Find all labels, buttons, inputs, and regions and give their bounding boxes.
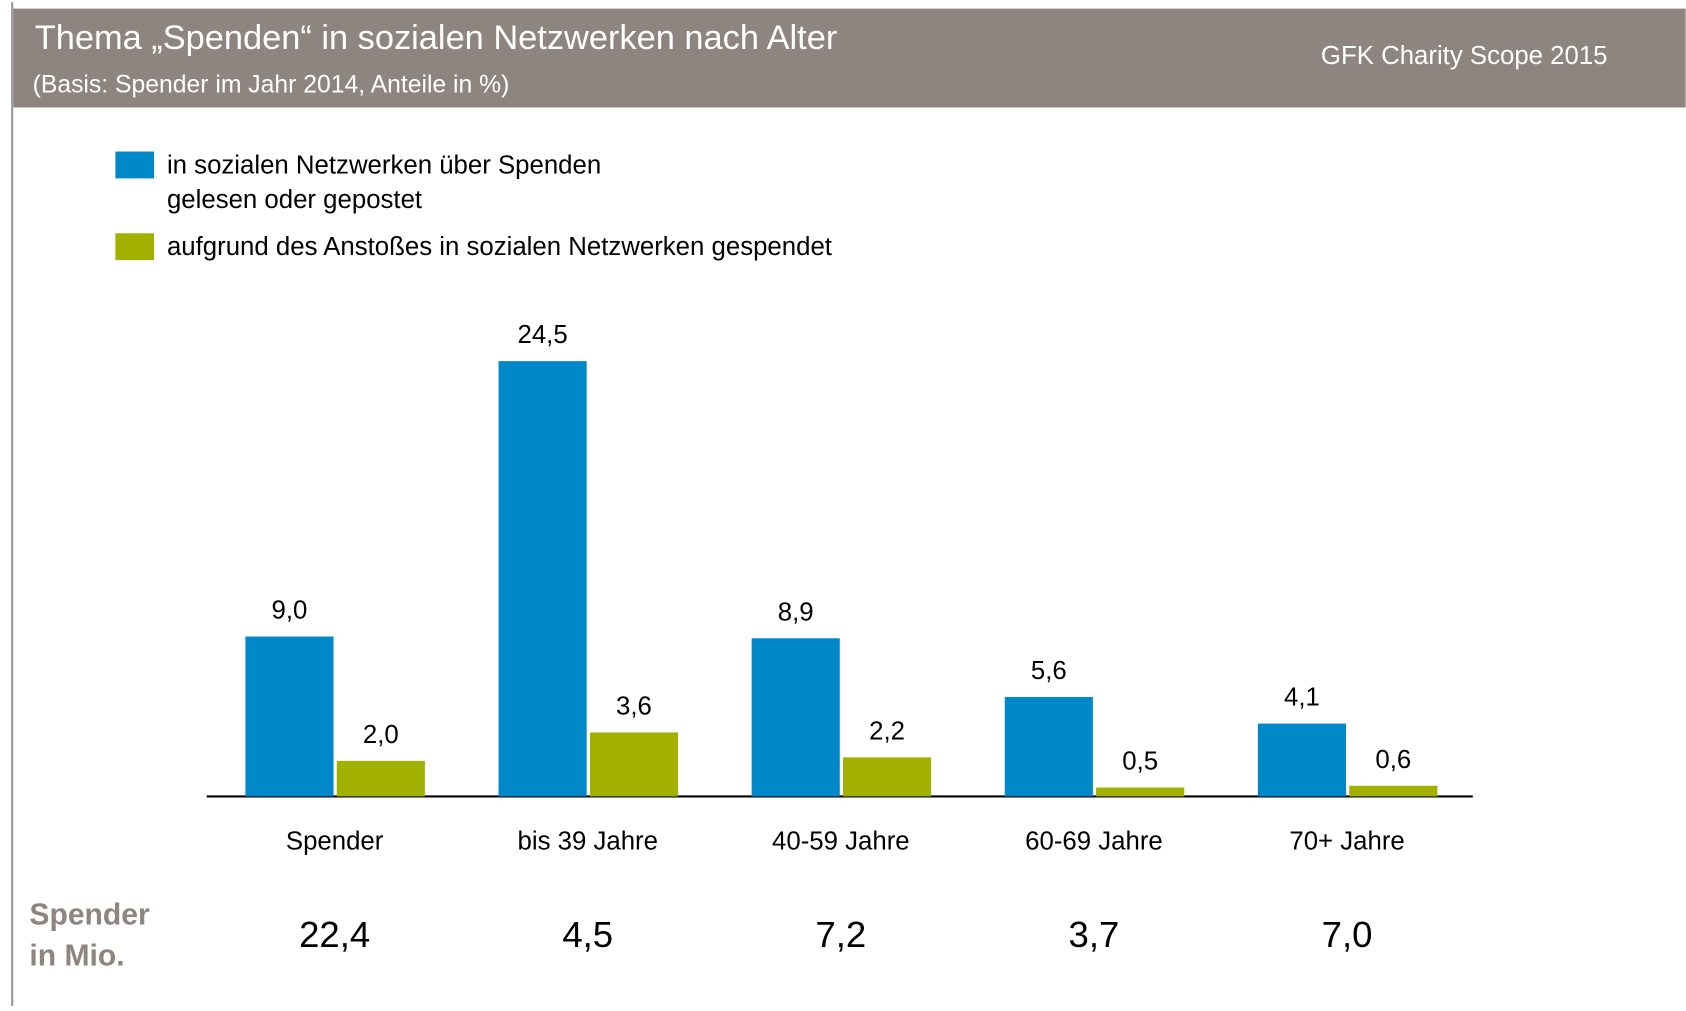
data-label: 8,9: [778, 598, 814, 626]
data-label: 0,5: [1122, 748, 1158, 776]
bar: [245, 636, 334, 797]
legend-label: aufgrund des Anstoßes in sozialen Netzwe…: [167, 233, 832, 261]
legend-line: in sozialen Netzwerken über Spenden: [167, 151, 601, 179]
donor-value: 4,5: [562, 914, 613, 955]
legend-line: gelesen oder gepostet: [167, 186, 422, 214]
donor-value: 22,4: [299, 914, 370, 955]
chart-subtitle: (Basis: Spender im Jahr 2014, Anteile in…: [33, 72, 510, 99]
bar: [1004, 696, 1093, 797]
legend-swatch: [115, 151, 155, 179]
donor-value: 3,7: [1069, 914, 1120, 955]
x-tick-label: Spender: [286, 827, 384, 855]
donor-row-label: in Mio.: [29, 940, 124, 973]
data-label: 2,2: [869, 717, 905, 745]
data-label: 24,5: [518, 321, 568, 349]
bar: [336, 760, 425, 797]
bar: [498, 361, 587, 797]
data-label: 4,1: [1284, 684, 1320, 712]
donor-row-label: Spender: [29, 899, 150, 932]
legend-swatch: [115, 233, 155, 261]
x-tick-label: 70+ Jahre: [1289, 827, 1404, 855]
donor-value: 7,2: [815, 914, 866, 955]
data-label: 3,6: [616, 693, 652, 721]
header-band: [13, 8, 1686, 108]
bar: [751, 638, 840, 797]
bar: [1349, 785, 1438, 797]
bar: [843, 757, 932, 797]
chart-title: Thema „Spenden“ in sozialen Netzwerken n…: [35, 19, 838, 57]
x-tick-label: 60-69 Jahre: [1025, 827, 1163, 855]
x-tick-label: 40-59 Jahre: [772, 827, 910, 855]
donor-value: 7,0: [1322, 914, 1373, 955]
source: GFK Charity Scope 2015: [1321, 42, 1608, 70]
bar: [1257, 723, 1346, 797]
bar: [589, 732, 679, 797]
data-label: 0,6: [1375, 746, 1411, 774]
data-label: 2,0: [363, 721, 399, 749]
data-label: 9,0: [272, 597, 308, 625]
legend-label: in sozialen Netzwerken über Spenden geles…: [167, 151, 601, 213]
bar: [1096, 787, 1185, 797]
x-tick-label: bis 39 Jahre: [518, 827, 658, 855]
data-label: 5,6: [1031, 657, 1067, 685]
